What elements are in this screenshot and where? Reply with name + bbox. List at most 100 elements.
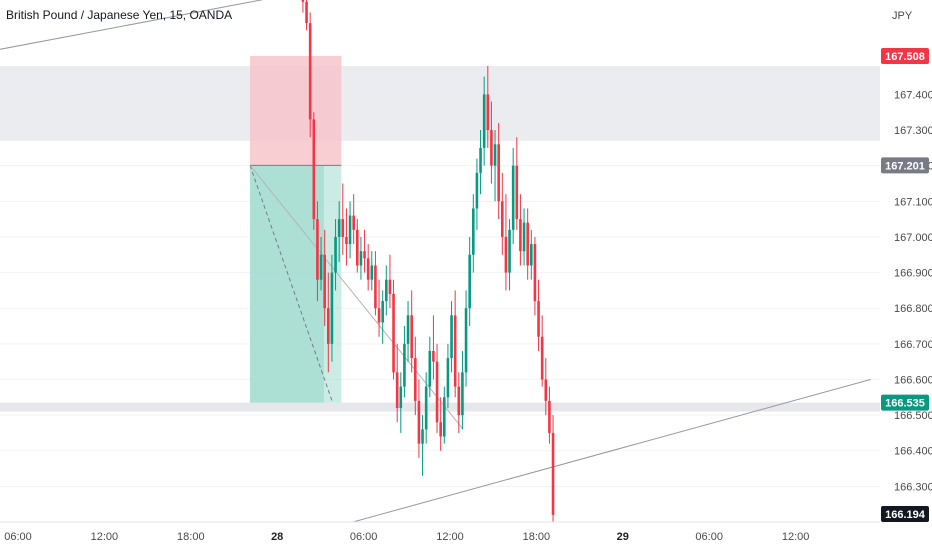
candle-down — [410, 315, 413, 359]
candle-up — [330, 272, 334, 344]
candle-up — [479, 147, 482, 173]
candle-down — [519, 219, 522, 252]
candles — [301, 0, 555, 522]
time-tick-label: 29 — [617, 531, 629, 543]
candle-up — [508, 229, 511, 273]
candle-up — [421, 429, 424, 444]
candle-down — [388, 279, 392, 294]
support-zone — [0, 402, 880, 412]
candle-up — [530, 244, 533, 266]
candle-down — [432, 350, 435, 362]
resistance-zone — [0, 65, 880, 141]
price-tick-label: 166.700 — [894, 339, 932, 351]
candle-down — [392, 293, 395, 373]
price-tick-label: 167.400 — [894, 89, 932, 101]
candle-down — [526, 222, 529, 266]
candle-up — [493, 144, 497, 166]
candle-up — [522, 222, 526, 252]
candle-up — [443, 397, 446, 437]
price-tag — [881, 47, 929, 64]
candle-down — [501, 201, 504, 237]
chart-title: British Pound / Japanese Yen, 15, OANDA — [6, 8, 232, 22]
time-tick-label: 12:00 — [91, 531, 119, 543]
price-tick-label: 167.100 — [894, 196, 932, 208]
price-tick-label: 167.000 — [894, 232, 932, 244]
candle-up — [472, 208, 475, 255]
time-tick-label: 06:00 — [695, 531, 723, 543]
candle-down — [352, 215, 355, 230]
price-axis-bg[interactable] — [880, 0, 932, 550]
price-tag-label: 166.535 — [885, 398, 925, 410]
price-tick-label: 167.300 — [894, 125, 932, 137]
candle-down — [533, 244, 537, 302]
candle-up — [337, 219, 341, 237]
price-tick-label: 166.300 — [894, 481, 932, 493]
time-tick-label: 12:00 — [436, 531, 464, 543]
candle-up — [385, 279, 388, 302]
candle-down — [356, 229, 359, 266]
candle-down — [312, 119, 316, 220]
candle-down — [374, 265, 377, 309]
candle-up — [359, 251, 363, 266]
trend-lines[interactable] — [0, 0, 871, 523]
candle-down — [537, 301, 540, 337]
candle-up — [381, 301, 384, 323]
candle-down — [515, 165, 519, 220]
candle-up — [468, 254, 471, 309]
candle-down — [323, 254, 326, 309]
stop-loss-zone[interactable] — [250, 55, 342, 166]
price-tags: 167.508 167.201 166.535 166.194 — [881, 47, 929, 522]
candle-up — [446, 358, 450, 398]
candle-down — [497, 144, 500, 202]
take-profit-filled[interactable] — [250, 165, 324, 403]
candle-up — [482, 94, 486, 148]
candle-down — [417, 400, 421, 444]
price-tag-label: 167.508 — [885, 51, 925, 63]
candle-down — [486, 94, 490, 131]
candle-down — [301, 0, 305, 2]
candle-down — [345, 236, 348, 245]
price-tick-label: 166.900 — [894, 268, 932, 280]
candle-up — [511, 165, 515, 230]
position-entry-path — [249, 165, 464, 430]
candle-down — [439, 422, 442, 437]
candle-down — [308, 23, 312, 120]
time-axis: 06:00 12:00 18:00 28 06:00 12:00 18:00 29 06:00 1… — [4, 531, 809, 543]
price-tick-label: 166.600 — [894, 374, 932, 386]
price-tick-label: 166.500 — [894, 410, 932, 422]
candle-up — [348, 215, 352, 245]
candle-down — [316, 219, 319, 280]
candle-up — [406, 315, 410, 344]
candle-down — [377, 308, 381, 323]
candle-down — [453, 315, 457, 387]
candle-up — [450, 315, 453, 359]
candle-down — [366, 258, 370, 280]
time-tick-label: 12:00 — [782, 531, 810, 543]
time-axis-bg[interactable] — [0, 522, 932, 550]
zones — [0, 65, 880, 412]
candle-up — [403, 343, 406, 387]
candle-down — [540, 336, 544, 380]
candle-down — [363, 251, 366, 259]
candle-up — [428, 350, 432, 387]
price-tag — [881, 394, 929, 411]
candle-up — [424, 386, 428, 430]
candle-up — [319, 254, 323, 280]
time-tick-label: 28 — [271, 531, 283, 543]
candle-up — [370, 265, 374, 280]
candle-down — [435, 361, 439, 423]
time-tick-label: 06:00 — [4, 531, 32, 543]
candle-up — [334, 236, 337, 273]
price-tick-label: 166.800 — [894, 303, 932, 315]
price-tick-label: 166.400 — [894, 446, 932, 458]
lower-trendline[interactable] — [352, 378, 871, 523]
candle-down — [327, 308, 330, 344]
short-position-tool[interactable] — [249, 55, 464, 430]
candle-down — [457, 386, 461, 416]
upper-trendline[interactable] — [0, 0, 308, 105]
price-tag — [881, 506, 929, 522]
candle-down — [551, 432, 555, 515]
